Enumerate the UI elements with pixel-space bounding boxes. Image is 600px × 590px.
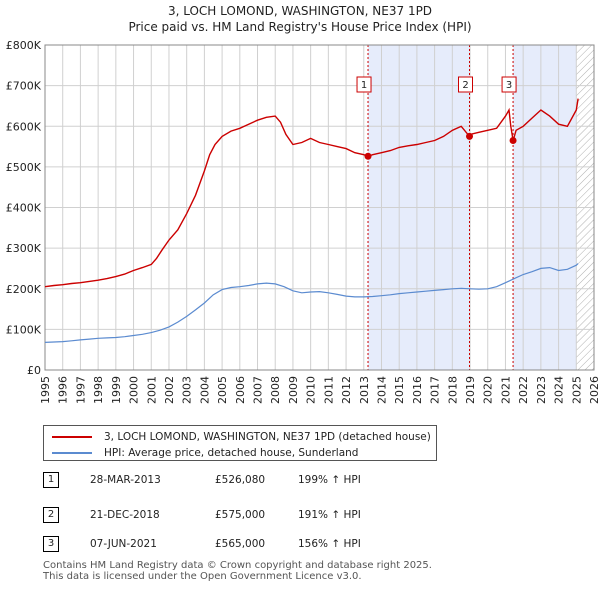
sale-hpi-change: 199% ↑ HPI [298, 474, 361, 486]
footer-copyright: Contains HM Land Registry data © Crown c… [43, 560, 432, 571]
sale-point [364, 152, 372, 160]
y-tick-label: £100K [6, 323, 42, 336]
x-tick-label: 2021 [499, 376, 512, 404]
chart-legend: 3, LOCH LOMOND, WASHINGTON, NE37 1PD (de… [43, 425, 437, 461]
x-tick-label: 2015 [393, 376, 406, 404]
x-tick-label: 2000 [128, 376, 141, 404]
x-tick-label: 2007 [252, 376, 265, 404]
x-tick-label: 1999 [110, 376, 123, 404]
x-tick-label: 2026 [588, 376, 600, 404]
x-tick-label: 1995 [39, 376, 52, 404]
y-tick-label: £400K [6, 202, 42, 215]
sale-point [509, 136, 517, 144]
x-tick-label: 2017 [429, 376, 442, 404]
sale-label-box [458, 76, 474, 93]
property-price-line [44, 98, 579, 288]
footer-notice: Contains HM Land Registry data © Crown c… [43, 560, 432, 582]
x-tick-label: 2009 [287, 376, 300, 404]
x-tick-label: 2018 [446, 376, 459, 404]
x-tick-label: 2023 [535, 376, 548, 404]
x-tick-label: 2004 [198, 376, 211, 404]
x-tick-label: 2014 [375, 376, 388, 404]
plot-frame [44, 44, 595, 371]
x-tick-label: 2020 [482, 376, 495, 404]
x-tick-label: 2012 [340, 376, 353, 404]
y-tick-label: £200K [6, 283, 42, 296]
legend-item-property: 3, LOCH LOMOND, WASHINGTON, NE37 1PD (de… [52, 429, 431, 445]
chart-title: 3, LOCH LOMOND, WASHINGTON, NE37 1PD [168, 4, 432, 18]
y-tick-label: £300K [6, 242, 42, 255]
x-tick-label: 2010 [305, 376, 318, 404]
x-tick-label: 2008 [269, 376, 282, 404]
sale-price: £526,080 [215, 474, 266, 486]
sale-hpi-change: 191% ↑ HPI [298, 509, 361, 521]
legend-swatch-hpi [52, 452, 92, 454]
sale-price: £575,000 [215, 509, 266, 521]
sale-row: 3 07-JUN-2021 £565,000 156% ↑ HPI [43, 536, 543, 554]
footer-licence: This data is licensed under the Open Gov… [43, 571, 362, 582]
y-tick-label: £600K [6, 120, 42, 133]
legend-swatch-property [52, 436, 92, 438]
x-tick-label: 1997 [74, 376, 87, 404]
sale-label: 3 [506, 80, 512, 91]
x-tick-label: 2025 [570, 376, 583, 404]
x-tick-label: 2019 [464, 376, 477, 404]
y-tick-label: £500K [6, 161, 42, 174]
x-tick-label: 2024 [553, 376, 566, 404]
legend-item-hpi: HPI: Average price, detached house, Sund… [52, 445, 358, 461]
sale-hpi-change: 156% ↑ HPI [298, 538, 361, 550]
x-tick-label: 2003 [181, 376, 194, 404]
x-tick-label: 1998 [92, 376, 105, 404]
sale-date: 07-JUN-2021 [90, 538, 157, 550]
y-tick-label: £800K [6, 39, 42, 52]
sale-row: 2 21-DEC-2018 £575,000 191% ↑ HPI [43, 507, 543, 525]
x-tick-label: 2001 [145, 376, 158, 404]
legend-label-property: 3, LOCH LOMOND, WASHINGTON, NE37 1PD (de… [104, 431, 431, 443]
chart-subtitle: Price paid vs. HM Land Registry's House … [128, 20, 471, 34]
y-tick-label: £0 [27, 364, 41, 377]
x-tick-label: 2011 [322, 376, 335, 404]
sale-price: £565,000 [215, 538, 266, 550]
sale-row: 1 28-MAR-2013 £526,080 199% ↑ HPI [43, 472, 543, 490]
sale-date: 21-DEC-2018 [90, 509, 160, 521]
x-tick-label: 2013 [358, 376, 371, 404]
price-chart: 3, LOCH LOMOND, WASHINGTON, NE37 1PD Pri… [6, 4, 600, 404]
x-tick-label: 2022 [517, 376, 530, 404]
x-tick-label: 2002 [163, 376, 176, 404]
sale-label-box [501, 76, 517, 93]
sale-number-badge: 1 [43, 472, 59, 488]
sale-label: 1 [361, 80, 367, 91]
legend-label-hpi: HPI: Average price, detached house, Sund… [104, 447, 359, 459]
x-tick-label: 1996 [57, 376, 70, 404]
sale-point [466, 132, 474, 140]
sale-label: 2 [462, 80, 468, 91]
x-tick-label: 2005 [216, 376, 229, 404]
sale-number-badge: 3 [43, 536, 59, 552]
y-tick-label: £700K [6, 80, 42, 93]
x-tick-label: 2016 [411, 376, 424, 404]
sale-label-box [356, 76, 372, 93]
sale-date: 28-MAR-2013 [90, 474, 161, 486]
x-tick-label: 2006 [234, 376, 247, 404]
sale-number-badge: 2 [43, 507, 59, 523]
hpi-line [44, 263, 579, 343]
